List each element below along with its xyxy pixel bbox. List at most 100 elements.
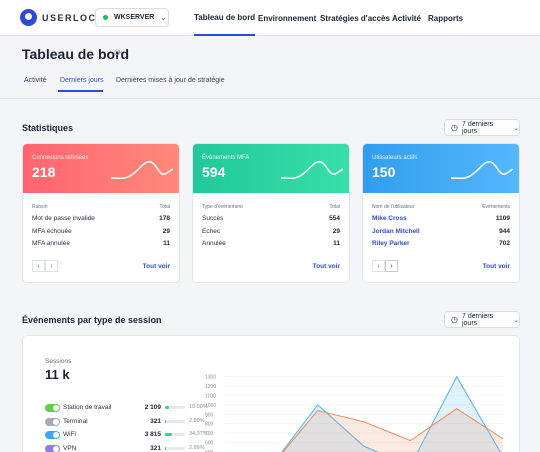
logo-text: USERLOCK — [42, 12, 105, 23]
table-row-label: Echec — [202, 228, 221, 235]
y-tick-label: 1200 — [205, 384, 216, 390]
session-type-row: Station de travail 2 109 19.00% — [45, 404, 208, 413]
session-type-label: WiFi — [63, 431, 76, 438]
session-type-bar — [165, 420, 185, 423]
table-row-value: 702 — [499, 240, 510, 247]
column-header-username: Nom de l'utilisateur — [372, 204, 415, 210]
see-all-link[interactable]: Tout voir — [142, 263, 170, 270]
card-label: Connexions refusées — [32, 155, 89, 161]
nav-access-policies[interactable]: Stratégies d'accès — [320, 13, 390, 23]
table-row-value: 29 — [332, 228, 340, 235]
table-row-value: 178 — [159, 215, 170, 222]
session-type-label: Terminal — [63, 418, 88, 425]
session-type-bar — [165, 433, 185, 436]
user-link[interactable]: Mike Cross — [372, 215, 407, 222]
mfa-events-card: Évènements MFA 594 Type d'évènement Tota… — [192, 143, 350, 283]
table-row-value: 944 — [499, 228, 510, 235]
series-line — [282, 408, 504, 452]
server-status-icon — [103, 15, 108, 20]
sessions-label: Sessions — [45, 358, 72, 365]
sparkline-chart — [451, 160, 513, 180]
pagination: ‹ › — [372, 260, 398, 272]
chevron-down-icon: ⌄ — [160, 14, 167, 22]
series-line — [281, 375, 501, 452]
sparkline-chart — [281, 160, 343, 180]
y-tick-label: 800 — [205, 422, 214, 428]
table-row-value: 554 — [329, 215, 340, 222]
tab-last-days[interactable]: Derniers jours — [60, 77, 104, 84]
session-type-bar-fill — [165, 420, 167, 423]
sparkline-chart — [111, 160, 173, 180]
next-page-button[interactable]: › — [45, 260, 58, 272]
top-navigation-bar: USERLOCK WKSERVER ⌄ Tableau de bord Envi… — [0, 0, 540, 36]
server-name: WKSERVER — [114, 14, 155, 21]
session-type-count: 3 815 — [144, 431, 161, 438]
table-row-value: 1109 — [495, 215, 510, 222]
session-events-panel: Sessions 11 k Station de travail 2 109 19.… — [22, 335, 520, 452]
session-type-row: WiFi 3 815 34.37% — [45, 431, 208, 440]
session-type-toggle[interactable] — [45, 431, 60, 439]
y-tick-label: 700 — [205, 431, 214, 437]
y-tick-label: 1100 — [205, 394, 216, 400]
session-type-row: Terminal 321 2.89% — [45, 418, 205, 427]
tab-policy-updates[interactable]: Dernières mises à jour de stratégie — [116, 77, 225, 84]
column-header-events: Évènements — [482, 204, 510, 210]
user-link[interactable]: Jordan Mitchell — [372, 228, 420, 235]
nav-dashboard[interactable]: Tableau de bord — [194, 0, 256, 36]
nav-activity[interactable]: Activité — [392, 13, 421, 23]
session-type-bar — [165, 406, 185, 409]
see-all-link[interactable]: Tout voir — [312, 263, 340, 270]
statistics-period-selector[interactable]: ◷ 7 derniers jours ⌄ — [444, 119, 520, 136]
session-type-bar-fill — [165, 433, 172, 436]
column-header-reason: Raison — [32, 204, 48, 210]
column-header-total: Total — [159, 204, 170, 210]
session-type-bar — [165, 447, 185, 450]
card-value: 594 — [202, 164, 226, 180]
session-type-bar-fill — [165, 447, 167, 450]
table-row-label: Annulée — [202, 240, 226, 247]
refresh-icon[interactable]: ⟳ — [114, 48, 123, 59]
pagination: ‹ › — [32, 260, 58, 272]
session-type-percent: 34.37% — [189, 431, 208, 437]
see-all-link[interactable]: Tout voir — [482, 263, 510, 270]
prev-page-button[interactable]: ‹ — [372, 260, 385, 272]
table-row-label: MFA annulée — [32, 240, 70, 247]
active-tab-indicator — [58, 90, 103, 92]
sessions-total: 11 k — [45, 367, 70, 382]
server-selector[interactable]: WKSERVER ⌄ — [95, 8, 169, 27]
table-row-label: Succès — [202, 215, 224, 222]
history-icon: ◷ — [451, 315, 458, 324]
y-tick-label: 1300 — [205, 375, 216, 381]
tab-activity[interactable]: Activité — [24, 77, 47, 84]
session-type-toggle[interactable] — [45, 445, 60, 452]
prev-page-button[interactable]: ‹ — [32, 260, 45, 272]
session-type-toggle[interactable] — [45, 418, 60, 426]
chevron-down-icon: ⌄ — [513, 124, 519, 132]
next-page-button[interactable]: › — [385, 260, 398, 272]
sessions-period-selector[interactable]: ◷ 7 derniers jours ⌄ — [444, 311, 520, 328]
table-row-label: MFA échouée — [32, 228, 72, 235]
session-type-label: VPN — [63, 445, 77, 452]
session-type-bar-fill — [165, 406, 169, 409]
table-row-value: 29 — [162, 228, 170, 235]
card-header: Connexions refusées 218 — [23, 144, 179, 193]
denied-logons-card: Connexions refusées 218 Raison Total Mot… — [22, 143, 180, 283]
card-header: Évènements MFA 594 — [193, 144, 349, 193]
user-link[interactable]: Riley Parker — [372, 240, 410, 247]
session-type-label: Station de travail — [63, 404, 112, 411]
userlock-logo[interactable]: USERLOCK — [20, 9, 105, 26]
nav-environment[interactable]: Environnement — [258, 13, 317, 23]
userlock-logo-icon — [20, 9, 37, 26]
session-type-percent: 2.89% — [189, 418, 205, 424]
statistics-title: Statistiques — [22, 123, 74, 133]
session-type-count: 321 — [150, 445, 161, 452]
card-value: 150 — [372, 164, 396, 180]
session-area-chart: 1300120011001000900800700600500400 — [205, 375, 504, 452]
session-type-toggle[interactable] — [45, 404, 60, 412]
nav-reports[interactable]: Rapports — [428, 13, 464, 23]
column-header-event-type: Type d'évènement — [202, 204, 243, 210]
session-type-count: 321 — [150, 418, 161, 425]
series-area — [281, 376, 501, 452]
session-type-percent: 2.89% — [189, 445, 205, 451]
y-tick-label: 900 — [205, 412, 214, 418]
